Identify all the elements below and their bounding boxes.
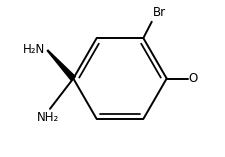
Text: Br: Br	[152, 6, 165, 19]
Text: NH₂: NH₂	[37, 111, 59, 124]
Polygon shape	[47, 50, 75, 80]
Text: O: O	[188, 72, 197, 85]
Text: H₂N: H₂N	[23, 43, 45, 56]
